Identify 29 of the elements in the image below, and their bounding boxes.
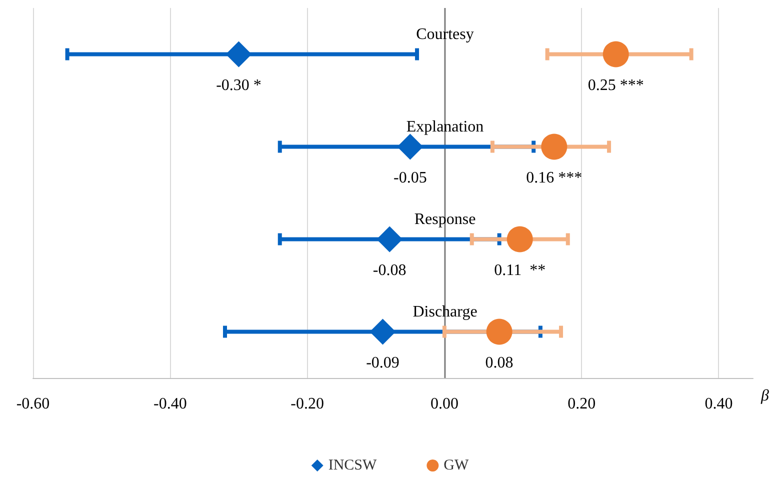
x-tick-label: 0.40 — [704, 396, 733, 412]
x-tick-label: 0.00 — [430, 396, 458, 412]
point — [370, 318, 396, 345]
data-label: -0.09 — [366, 354, 400, 372]
y-tick-label: Discharge — [412, 303, 478, 320]
x-tick-label: 0.20 — [568, 396, 596, 412]
y-tick-label: Explanation — [406, 118, 484, 136]
point — [397, 134, 424, 160]
data-label: 0.25 *** — [588, 76, 644, 94]
data-label: -0.30 * — [216, 76, 262, 94]
data-label: -0.08 — [372, 262, 406, 279]
point — [602, 41, 629, 68]
point — [486, 318, 512, 345]
x-tick-label: -0.40 — [153, 396, 187, 412]
point — [541, 134, 568, 160]
x-tick-label: -0.20 — [290, 396, 324, 412]
y-tick-label: Response — [414, 210, 476, 228]
data-label: 0.08 — [485, 354, 514, 372]
point — [226, 41, 252, 68]
point — [506, 226, 533, 252]
legend-label: INCSW — [328, 458, 378, 474]
data-label: 0.16 *** — [526, 169, 582, 186]
point — [376, 226, 403, 252]
data-label: 0.11 ** — [494, 262, 546, 279]
y-tick-label: Courtesy — [416, 26, 474, 43]
x-axis-title: β — [760, 388, 770, 404]
data-label: -0.05 — [393, 169, 427, 186]
legend-label: GW — [444, 458, 470, 474]
x-tick-label: -0.60 — [16, 396, 50, 412]
